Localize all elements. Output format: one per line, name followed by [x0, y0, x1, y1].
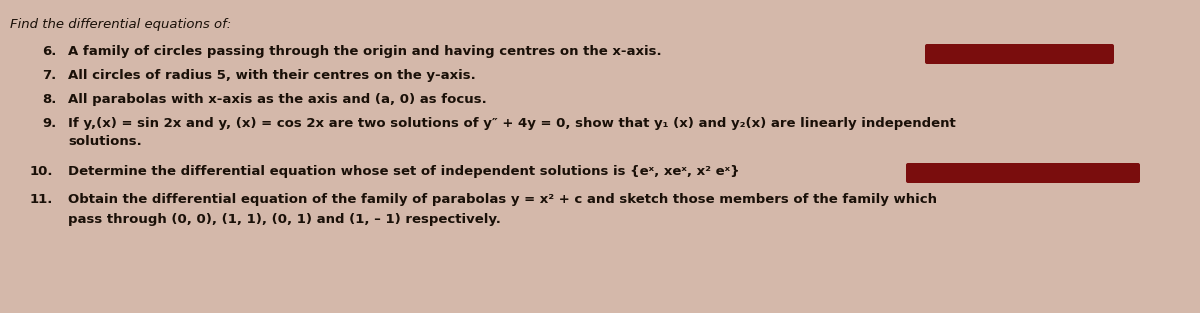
Text: All parabolas with x-axis as the axis and (a, 0) as focus.: All parabolas with x-axis as the axis an…	[68, 93, 487, 106]
Text: Obtain the differential equation of the family of parabolas y = x² + c and sketc: Obtain the differential equation of the …	[68, 193, 937, 206]
Text: 11.: 11.	[30, 193, 53, 206]
Text: All circles of radius 5, with their centres on the y-axis.: All circles of radius 5, with their cent…	[68, 69, 475, 82]
FancyBboxPatch shape	[925, 44, 1114, 64]
Text: Find the differential equations of:: Find the differential equations of:	[10, 18, 232, 31]
FancyBboxPatch shape	[906, 163, 1140, 183]
Text: solutions.: solutions.	[68, 135, 142, 148]
Text: Determine the differential equation whose set of independent solutions is {eˣ, x: Determine the differential equation whos…	[68, 165, 739, 178]
Text: If y,(x) = sin 2x and y, (x) = cos 2x are two solutions of y″ + 4y = 0, show tha: If y,(x) = sin 2x and y, (x) = cos 2x ar…	[68, 117, 955, 130]
Text: 9.: 9.	[42, 117, 56, 130]
Text: A family of circles passing through the origin and having centres on the x-axis.: A family of circles passing through the …	[68, 45, 661, 58]
Text: 6.: 6.	[42, 45, 56, 58]
Text: 10.: 10.	[30, 165, 54, 178]
Text: 7.: 7.	[42, 69, 56, 82]
Text: 8.: 8.	[42, 93, 56, 106]
Text: pass through (0, 0), (1, 1), (0, 1) and (1, – 1) respectively.: pass through (0, 0), (1, 1), (0, 1) and …	[68, 213, 500, 226]
